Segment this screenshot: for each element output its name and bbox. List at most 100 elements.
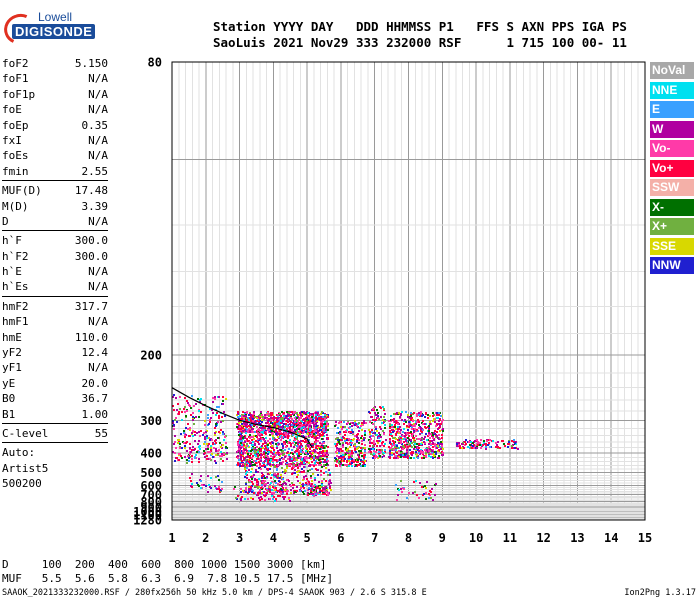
echo-dot <box>200 398 202 400</box>
echo-dot <box>277 464 279 466</box>
echo-dot <box>363 422 365 424</box>
echo-dot <box>267 463 269 465</box>
echo-dot <box>326 454 328 456</box>
echo-dot <box>358 439 360 441</box>
echo-dot <box>341 450 343 452</box>
echo-dot <box>203 443 205 445</box>
echo-dot <box>327 446 329 448</box>
echo-dot <box>422 420 424 422</box>
echo-dot <box>298 450 300 452</box>
echo-dot <box>267 453 269 455</box>
echo-dot <box>265 442 267 444</box>
echo-dot <box>340 455 342 457</box>
echo-dot <box>342 426 344 428</box>
echo-dot <box>407 416 409 418</box>
echo-dot <box>323 447 325 449</box>
echo-dot <box>411 435 413 437</box>
echo-dot <box>272 464 274 466</box>
param-name: h`F2 <box>2 249 29 263</box>
echo-dot <box>279 424 281 426</box>
echo-dot <box>330 489 332 491</box>
echo-dot <box>172 405 174 407</box>
echo-dot <box>293 446 295 448</box>
echo-dot <box>246 456 248 458</box>
echo-dot <box>297 422 299 424</box>
x-tick-label: 3 <box>236 531 243 545</box>
echo-dot <box>175 417 177 419</box>
echo-dot <box>470 441 472 443</box>
echo-dot <box>218 479 220 481</box>
echo-dot <box>269 434 271 436</box>
echo-dot <box>374 412 376 414</box>
echo-dot <box>283 443 285 445</box>
echo-dot <box>257 438 259 440</box>
echo-dot <box>389 430 391 432</box>
echo-dot <box>334 425 336 427</box>
echo-dot <box>178 439 180 441</box>
echo-dot <box>292 434 294 436</box>
echo-dot <box>244 468 246 470</box>
echo-dot <box>430 497 432 499</box>
echo-dot <box>325 461 327 463</box>
echo-dot <box>310 485 312 487</box>
echo-dot <box>272 498 274 500</box>
echo-dot <box>432 434 434 436</box>
echo-dot <box>277 414 279 416</box>
param-row-foe: foE N/A <box>2 102 108 117</box>
echo-dot <box>266 492 268 494</box>
echo-dot <box>256 481 258 483</box>
echo-dot <box>253 492 255 494</box>
echo-dot <box>364 447 366 449</box>
echo-dot <box>239 426 241 428</box>
param-value: 1.00 <box>81 407 109 421</box>
echo-dot <box>329 480 331 482</box>
echo-dot <box>468 441 470 443</box>
echo-dot <box>262 443 264 445</box>
echo-dot <box>192 446 194 448</box>
echo-dot <box>252 441 254 443</box>
echo-dot <box>432 442 434 444</box>
echo-dot <box>252 483 254 485</box>
echo-dot <box>189 477 191 479</box>
echo-dot <box>272 442 274 444</box>
echo-dot <box>280 439 282 441</box>
echo-dot <box>310 429 312 431</box>
echo-dot <box>372 445 374 447</box>
echo-dot <box>248 414 250 416</box>
echo-dot <box>327 474 329 476</box>
echo-dot <box>309 452 311 454</box>
x-tick-label: 14 <box>604 531 618 545</box>
echo-dot <box>239 465 241 467</box>
param-name: foF1 <box>2 72 29 86</box>
echo-dot <box>479 442 481 444</box>
echo-dot <box>214 460 216 462</box>
echo-dot <box>286 411 288 413</box>
echo-dot <box>184 411 186 413</box>
echo-dot <box>257 449 259 451</box>
echo-dot <box>355 464 357 466</box>
echo-dot <box>373 419 375 421</box>
echo-dot <box>276 439 278 441</box>
echo-dot <box>308 415 310 417</box>
echo-dot <box>424 436 426 438</box>
echo-dot <box>374 432 376 434</box>
param-row-fof1p: foF1p N/A <box>2 87 108 102</box>
echo-dot <box>173 409 175 411</box>
echo-dot <box>324 418 326 420</box>
param-value: 20.0 <box>81 376 109 390</box>
echo-dot <box>179 408 181 410</box>
echo-dot <box>380 436 382 438</box>
echo-dot <box>422 423 424 425</box>
x-tick-label: 15 <box>638 531 652 545</box>
echo-dot <box>253 411 255 413</box>
echo-dot <box>200 480 202 482</box>
echo-dot <box>472 445 474 447</box>
echo-dot <box>300 449 302 451</box>
param-value: 3.39 <box>81 199 109 213</box>
echo-dot <box>389 453 391 455</box>
echo-dot <box>370 453 372 455</box>
echo-dot <box>265 447 267 449</box>
param-row-hmf2: hmF2 317.7 <box>2 299 108 314</box>
echo-dot <box>312 422 314 424</box>
param-row-hes: h`Es N/A <box>2 279 108 294</box>
